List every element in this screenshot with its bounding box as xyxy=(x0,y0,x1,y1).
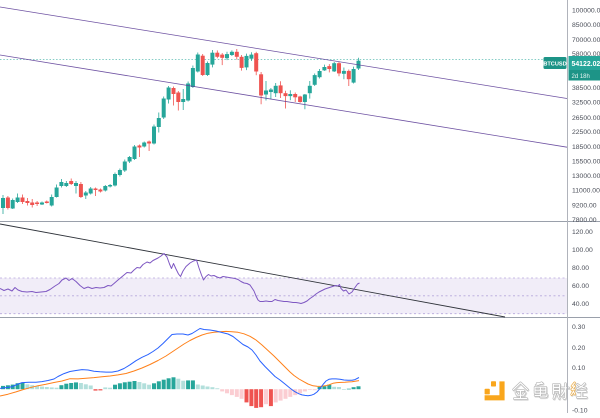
svg-text:7800.00: 7800.00 xyxy=(572,217,597,224)
svg-text:13000.00: 13000.00 xyxy=(572,173,600,180)
svg-text:26500.00: 26500.00 xyxy=(572,115,600,122)
svg-text:85000.00: 85000.00 xyxy=(572,22,600,29)
svg-text:60.00: 60.00 xyxy=(572,283,589,290)
svg-text:70000.00: 70000.00 xyxy=(572,37,600,44)
svg-text:38500.00: 38500.00 xyxy=(572,85,600,92)
svg-text:100000.00: 100000.00 xyxy=(572,7,600,14)
svg-text:100.00: 100.00 xyxy=(572,247,593,254)
svg-text:11000.00: 11000.00 xyxy=(572,187,600,194)
svg-text:80.00: 80.00 xyxy=(572,265,589,272)
svg-text:0.10: 0.10 xyxy=(572,365,585,372)
svg-text:0.30: 0.30 xyxy=(572,324,585,331)
svg-text:9200.00: 9200.00 xyxy=(572,202,597,209)
svg-text:-0.10: -0.10 xyxy=(572,407,588,413)
svg-text:120.00: 120.00 xyxy=(572,229,593,236)
svg-text:32500.00: 32500.00 xyxy=(572,99,600,106)
svg-text:2d 18h: 2d 18h xyxy=(572,74,590,80)
svg-text:18500.00: 18500.00 xyxy=(572,144,600,151)
svg-text:22500.00: 22500.00 xyxy=(572,129,600,136)
svg-text:40.00: 40.00 xyxy=(572,301,589,308)
svg-text:BTCUSD: BTCUSD xyxy=(543,61,566,67)
svg-text:0.20: 0.20 xyxy=(572,345,585,352)
svg-text:54122.02: 54122.02 xyxy=(572,61,600,68)
svg-text:15500.00: 15500.00 xyxy=(572,158,600,165)
